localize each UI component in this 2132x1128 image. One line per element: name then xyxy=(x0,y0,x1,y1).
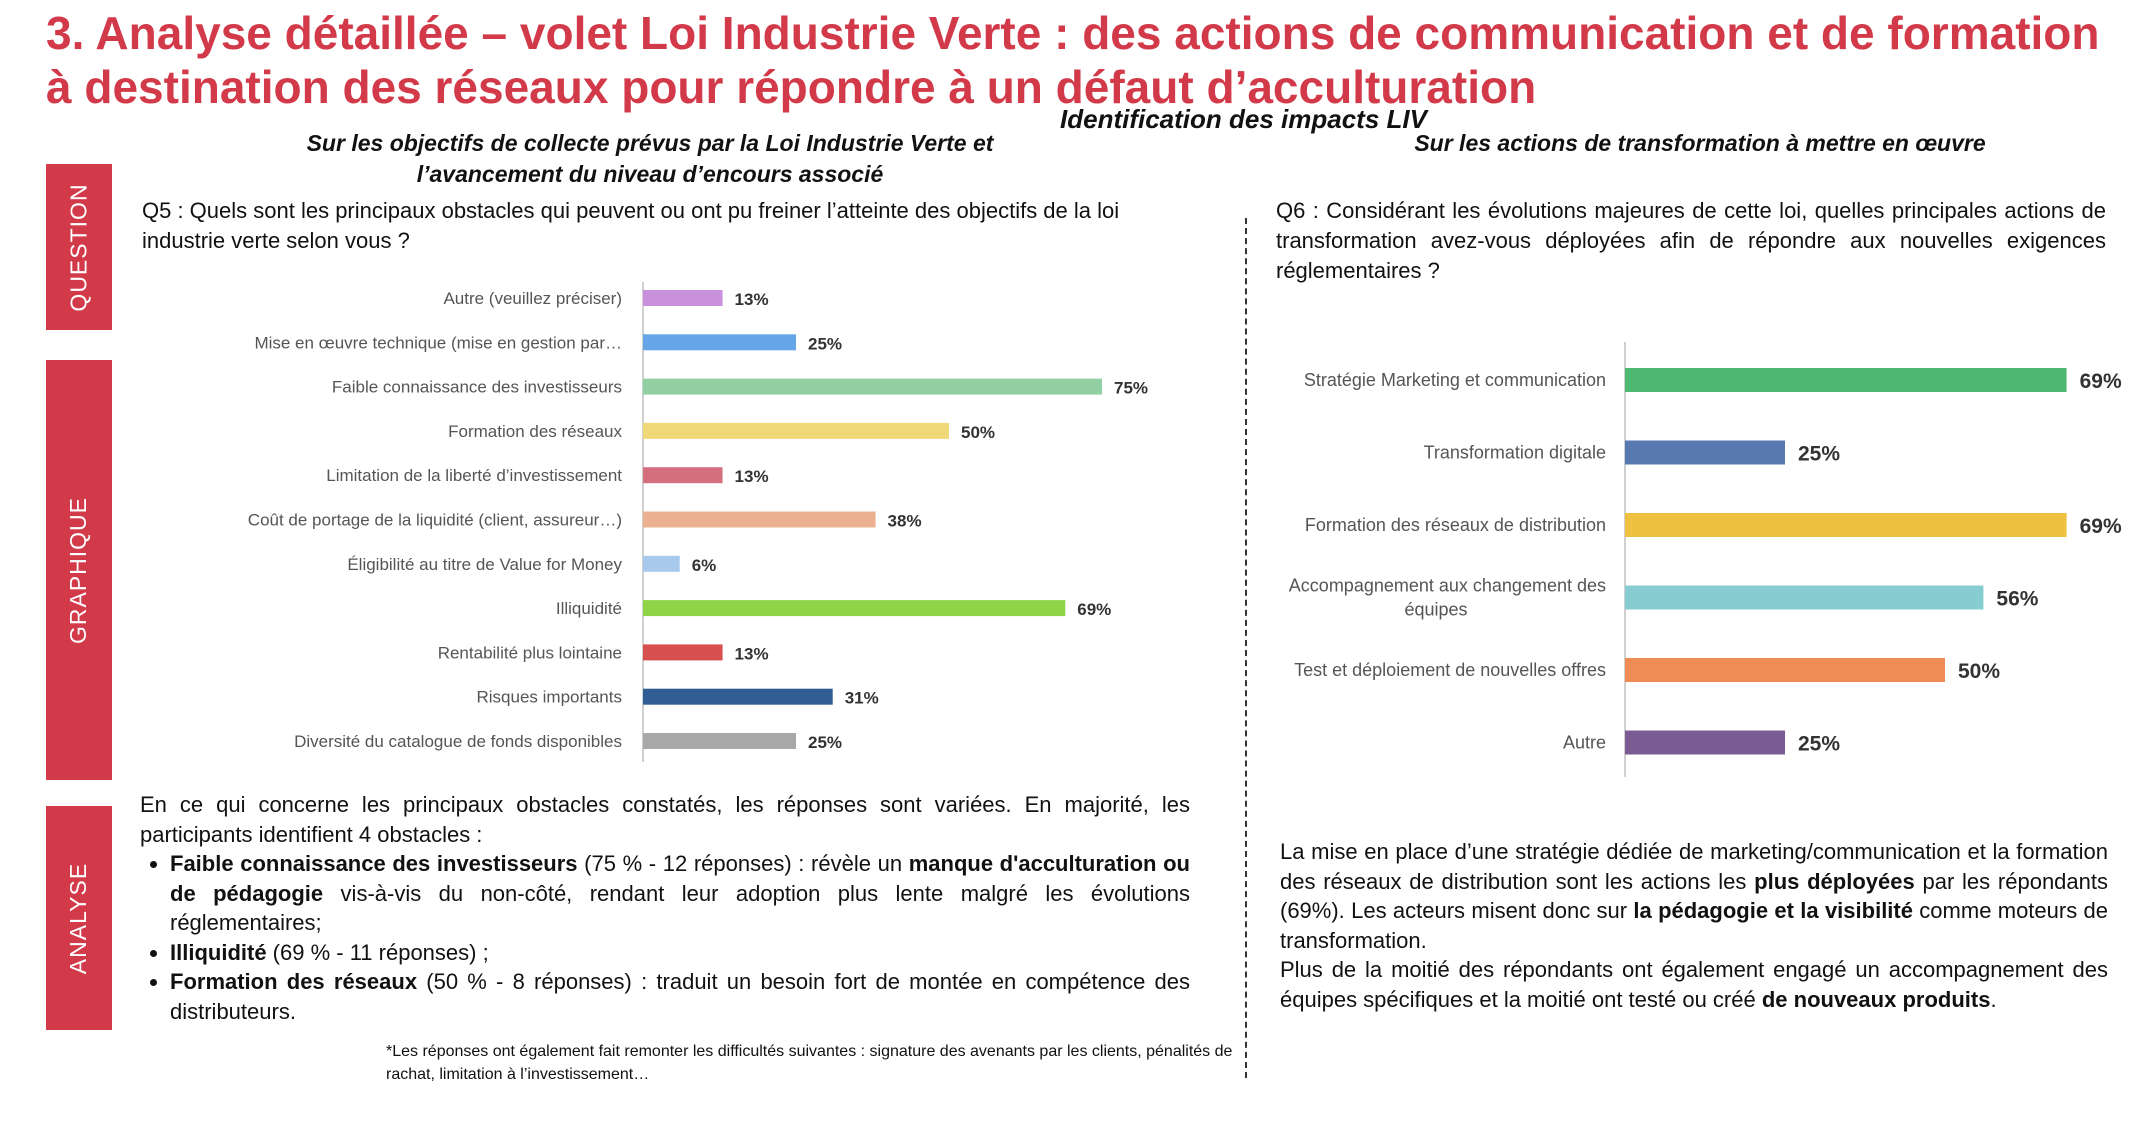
analysis-left-intro: En ce qui concerne les principaux obstac… xyxy=(140,792,1190,847)
category-label: Éligibilité au titre de Value for Money xyxy=(347,555,622,574)
data-label: 69% xyxy=(2080,370,2122,393)
obstacle-list: Faible connaissance des investisseurs (7… xyxy=(140,849,1190,1026)
category-label: Coût de portage de la liquidité (client,… xyxy=(248,511,622,530)
category-label: Faible connaissance des investisseurs xyxy=(332,378,622,397)
bar xyxy=(643,600,1066,617)
bar xyxy=(643,555,680,572)
obstacle-item-text: (69 % - 11 réponses) ; xyxy=(266,939,489,965)
obstacle-item-text: (75 % - 12 réponses) : révèle un xyxy=(577,851,909,876)
obstacle-item: Formation des réseaux (50 % - 8 réponses… xyxy=(170,967,1190,1026)
obstacle-item-text-2: vis-à-vis du non-côté, rendant leur adop… xyxy=(170,880,1190,936)
chart-obstacles: Autre (veuillez préciser) 13% Mise en œuvr… xyxy=(248,282,1148,762)
column-divider xyxy=(1245,218,1247,1078)
question-q5: Q5 : Quels sont les principaux obstacles… xyxy=(142,198,1120,253)
bar xyxy=(643,334,796,351)
bar xyxy=(1625,440,1785,465)
obstacle-item-title: Illiquidité xyxy=(170,939,267,965)
category-label: Formation des réseaux xyxy=(448,422,622,441)
obstacle-item-emphasis: manque d'acculturation ou de pédagogie xyxy=(170,851,1190,906)
obstacle-item: Illiquidité (69 % - 11 réponses) ; xyxy=(170,938,1190,968)
data-label: 69% xyxy=(2080,515,2122,538)
data-label: 56% xyxy=(1996,588,2038,611)
chart-transformation-actions: Stratégie Marketing et communication 69% T… xyxy=(1289,342,2122,777)
bar xyxy=(643,511,876,528)
data-label: 25% xyxy=(1798,733,1840,756)
right-subheading: Sur les actions de transformation à mett… xyxy=(1414,130,1986,156)
analysis-text: par les répondants (69%). Les acteurs mi… xyxy=(1280,868,2108,924)
data-label: 25% xyxy=(808,733,842,752)
category-label: Illiquidité xyxy=(556,599,622,618)
bar xyxy=(1625,730,1785,755)
analysis-text: comme moteurs de transformation. xyxy=(1280,898,2109,953)
data-label: 25% xyxy=(1798,443,1840,466)
analysis-text: . xyxy=(1990,986,1997,1012)
bar xyxy=(643,644,723,661)
bar xyxy=(643,422,949,439)
graphique-tab: GRAPHIQUE xyxy=(46,360,112,780)
bar xyxy=(643,290,723,306)
obstacle-item-text: (50 % - 8 réponses) : traduit un besoin … xyxy=(170,969,1190,1024)
left-subheading-line1: Sur les objectifs de collecte prévus par… xyxy=(306,130,994,156)
category-label: Test et déploiement de nouvelles offres xyxy=(1294,660,1606,680)
analysis-emphasis: plus déployées xyxy=(1754,868,1915,894)
analysis-text: Plus de la moitié des répondants ont éga… xyxy=(1280,957,2108,1012)
obstacle-item-title: Faible connaissance des investisseurs xyxy=(170,851,578,876)
category-label: Mise en œuvre technique (mise en gestion… xyxy=(254,333,622,352)
bar xyxy=(643,378,1102,395)
analysis-emphasis: la pédagogie et la visibilité xyxy=(1633,898,1913,923)
analysis-text: La mise en place d’une stratégie dédiée … xyxy=(1280,839,2108,894)
bar xyxy=(643,733,796,749)
analysis-left: En ce qui concerne les principaux obstac… xyxy=(140,790,1190,1026)
category-label: Rentabilité plus lointaine xyxy=(438,643,622,662)
bar xyxy=(1625,658,1945,682)
question-tab: QUESTION xyxy=(46,164,112,330)
bar xyxy=(643,688,833,705)
analysis-emphasis: de nouveaux produits xyxy=(1761,986,1991,1012)
question-q6: Q6 : Considérant les évolutions majeures… xyxy=(1276,198,2106,283)
category-label: Accompagnement aux changement des xyxy=(1289,576,1606,596)
analysis-right-paragraph-1: La mise en place d’une stratégie dédiée … xyxy=(1280,837,2108,955)
bar xyxy=(1625,585,1984,610)
data-label: 13% xyxy=(735,644,769,663)
category-label: Limitation de la liberté d’investissemen… xyxy=(326,466,622,485)
category-label: Risques importants xyxy=(476,688,622,707)
data-label: 13% xyxy=(735,290,769,309)
bar xyxy=(1625,368,2067,392)
data-label: 38% xyxy=(888,512,922,531)
data-label: 69% xyxy=(1077,600,1111,619)
left-subheading-line2: l’avancement du niveau d’encours associé xyxy=(416,161,884,187)
analysis-right-paragraph-2: Plus de la moitié des répondants ont éga… xyxy=(1280,955,2108,1014)
data-label: 31% xyxy=(845,689,879,708)
category-label: Formation des réseaux de distribution xyxy=(1305,515,1606,535)
category-label: Transformation digitale xyxy=(1424,443,1606,463)
category-label: Stratégie Marketing et communication xyxy=(1304,370,1606,390)
category-label: Autre xyxy=(1563,733,1606,753)
data-label: 6% xyxy=(692,556,717,575)
data-label: 13% xyxy=(735,467,769,486)
data-label: 25% xyxy=(808,334,842,353)
category-label: Diversité du catalogue de fonds disponib… xyxy=(294,732,622,751)
page-title: 3. Analyse détaillée – volet Loi Industr… xyxy=(46,7,2100,113)
category-label: Autre (veuillez préciser) xyxy=(443,289,622,308)
obstacle-item: Faible connaissance des investisseurs (7… xyxy=(170,849,1190,938)
footnote: *Les réponses ont également fait remonte… xyxy=(386,1043,1233,1083)
left-subheading: Sur les objectifs de collecte prévus par… xyxy=(150,128,1150,190)
section-supertitle: Identification des impacts LIV xyxy=(1060,104,1427,134)
analyse-tab: ANALYSE xyxy=(46,806,112,1030)
obstacle-item-title: Formation des réseaux xyxy=(170,969,418,994)
data-label: 50% xyxy=(961,423,995,442)
analyse-tab-label: ANALYSE xyxy=(65,862,92,974)
data-label: 50% xyxy=(1958,660,2000,683)
analysis-right: La mise en place d’une stratégie dédiée … xyxy=(1280,837,2108,1014)
category-label: équipes xyxy=(1404,600,1467,620)
bar xyxy=(1625,513,2067,537)
data-label: 75% xyxy=(1114,379,1148,398)
bar xyxy=(643,467,723,484)
